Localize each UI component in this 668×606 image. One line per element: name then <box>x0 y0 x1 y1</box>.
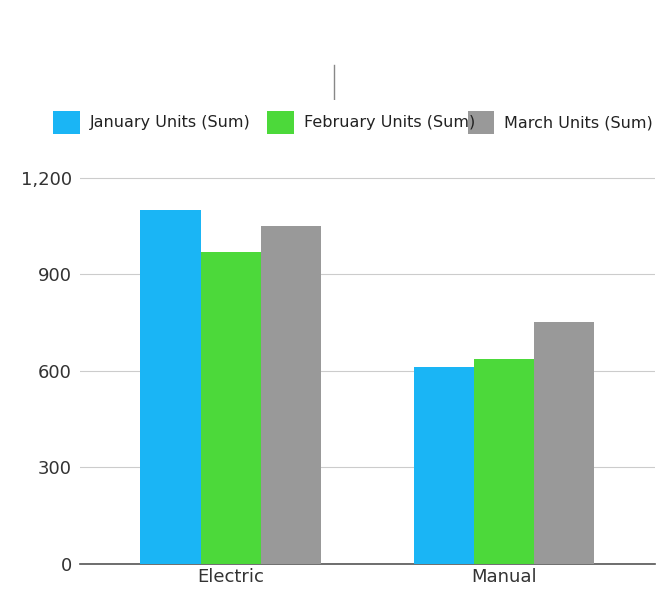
Bar <box>414 367 474 564</box>
FancyBboxPatch shape <box>468 112 494 134</box>
Text: January Units (Sum): January Units (Sum) <box>90 115 251 130</box>
Text: February Units (Sum): February Units (Sum) <box>304 115 475 130</box>
Text: March Units (Sum): March Units (Sum) <box>504 115 653 130</box>
Bar <box>200 251 261 564</box>
FancyBboxPatch shape <box>267 112 294 134</box>
Bar <box>474 359 534 564</box>
Bar <box>140 210 200 564</box>
FancyBboxPatch shape <box>53 112 80 134</box>
Bar <box>534 322 595 564</box>
Bar <box>261 226 321 564</box>
